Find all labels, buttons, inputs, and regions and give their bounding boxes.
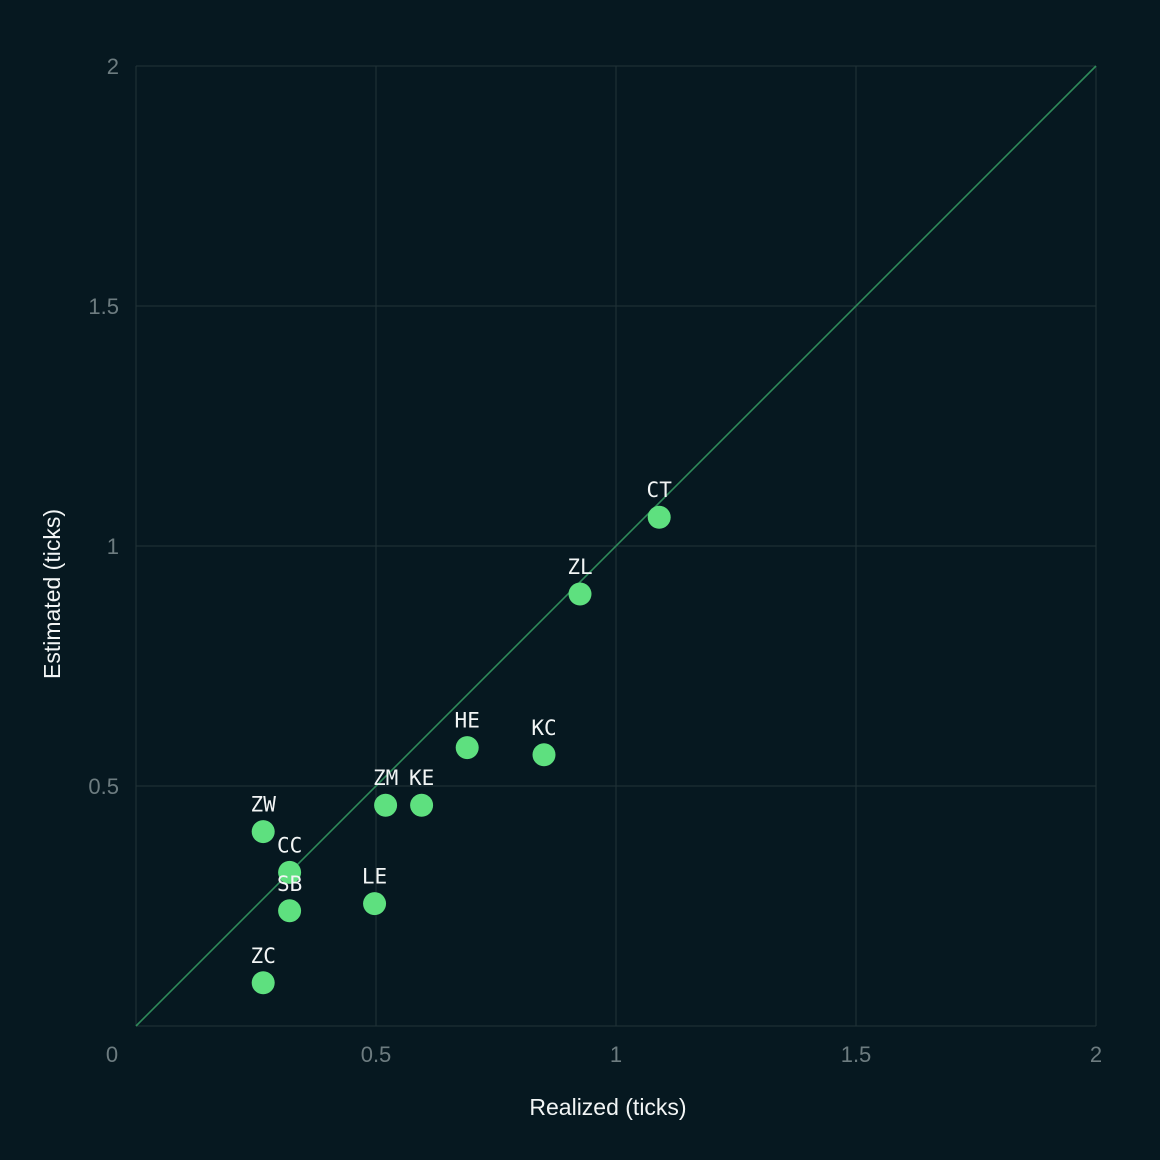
x-tick-label: 0: [106, 1042, 118, 1067]
data-point-zm: [374, 793, 398, 817]
y-axis-title: Estimated (ticks): [39, 509, 65, 679]
point-label: KE: [409, 766, 434, 790]
x-axis-title: Realized (ticks): [529, 1094, 686, 1120]
point-label: ZL: [567, 555, 592, 579]
data-point-zc: [251, 971, 275, 995]
data-point-kc: [532, 743, 556, 767]
data-point-ct: [647, 505, 671, 529]
data-point-sb: [278, 899, 302, 923]
point-label: LE: [362, 865, 387, 889]
point-label: ZW: [251, 793, 277, 817]
x-axis-ticks: 0 0.5 1 1.5 2: [106, 1042, 1102, 1067]
y-tick-label: 1.5: [88, 294, 119, 319]
y-tick-label: 2: [107, 54, 119, 79]
x-tick-label: 1: [610, 1042, 622, 1067]
point-label: CT: [647, 478, 673, 502]
point-label: ZM: [373, 766, 398, 790]
data-point-le: [363, 892, 387, 916]
point-label: CC: [277, 833, 302, 857]
data-point-ke: [410, 793, 434, 817]
data-point-he: [455, 736, 479, 760]
point-label: SB: [277, 872, 302, 896]
point-label: HE: [455, 709, 480, 733]
point-label: ZC: [251, 944, 276, 968]
point-label: KC: [531, 716, 556, 740]
data-point-zl: [568, 582, 592, 606]
grid-lines: [135, 65, 1097, 1027]
x-tick-label: 0.5: [361, 1042, 392, 1067]
data-point-cc: [278, 860, 302, 884]
x-tick-label: 2: [1090, 1042, 1102, 1067]
y-tick-label: 0.5: [88, 774, 119, 799]
y-tick-label: 1: [107, 534, 119, 559]
y-axis-ticks: 0.5 1 1.5 2: [88, 54, 119, 799]
x-tick-label: 1.5: [841, 1042, 872, 1067]
data-point-zw: [251, 820, 275, 844]
